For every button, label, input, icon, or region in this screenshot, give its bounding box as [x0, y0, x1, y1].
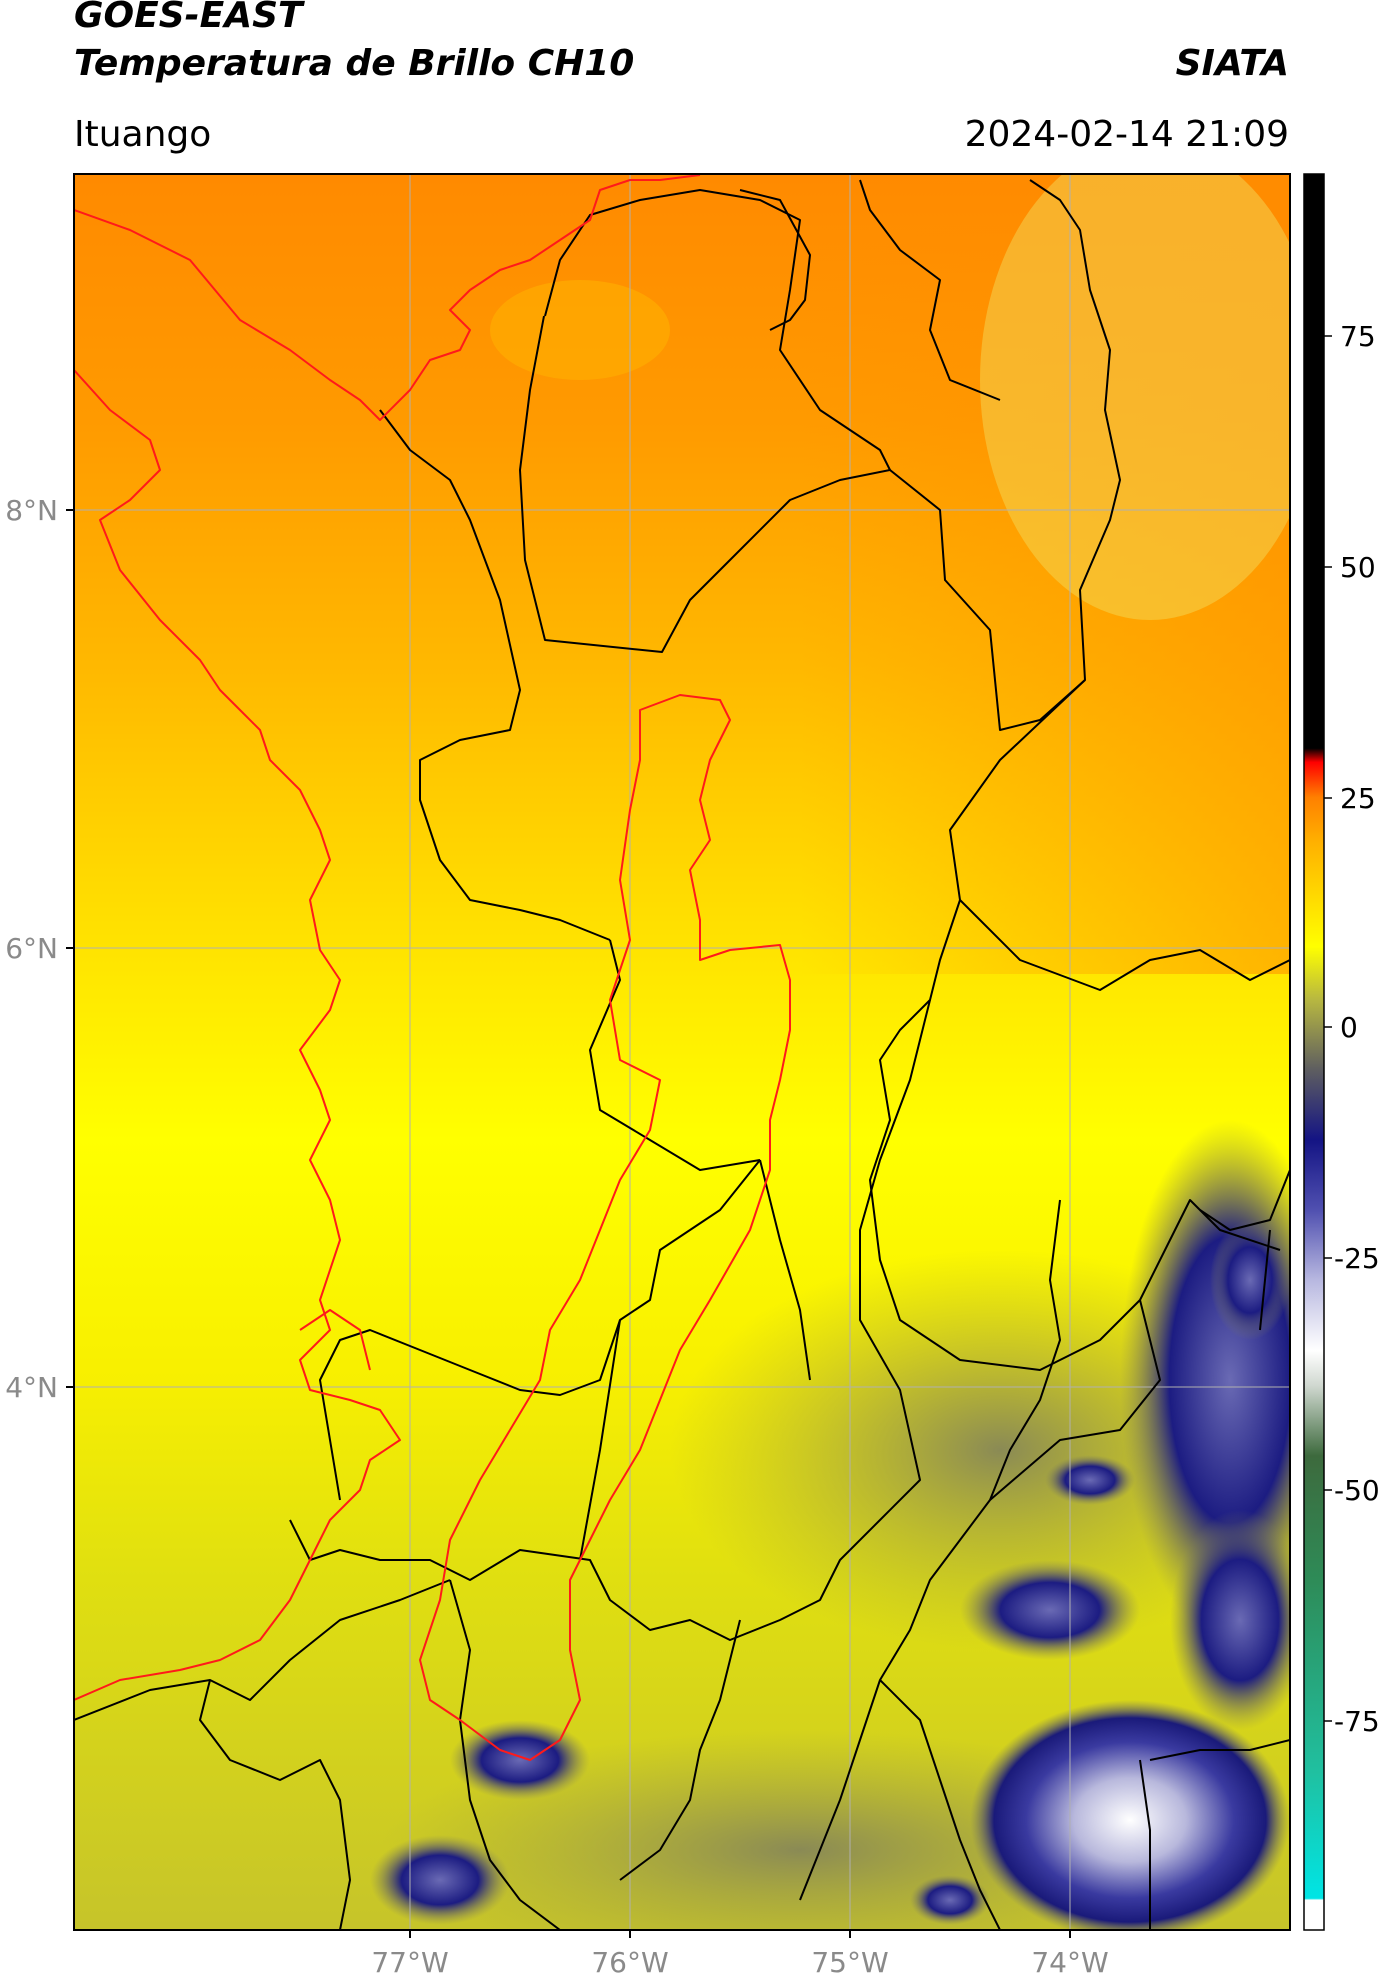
coastline-and-basin: [74, 174, 791, 1761]
lat-label-4n: 4°N: [5, 1371, 58, 1404]
brand-label: SIATA: [1175, 43, 1289, 84]
lon-label-77w: 77°W: [371, 1946, 448, 1979]
department-borders: [74, 179, 1290, 1930]
axis-ticks: [66, 509, 1071, 1938]
lon-label-74w: 74°W: [1031, 1946, 1108, 1979]
colorbar-tick-75: 75: [1340, 320, 1376, 353]
colorbar: 75 50 25 0 -25 -50 -75: [1303, 173, 1380, 1931]
colorbar-tick-50: 50: [1340, 551, 1376, 584]
lat-label-8n: 8°N: [5, 494, 58, 527]
colorbar-tick-25: 25: [1340, 782, 1376, 815]
title-satellite: GOES-EAST: [74, 0, 303, 36]
temperature-field: [74, 174, 1290, 1930]
colorbar-tick-neg75: -75: [1334, 1705, 1380, 1738]
lon-label-76w: 76°W: [591, 1946, 668, 1979]
colorbar-ramp: [1303, 173, 1325, 1931]
colorbar-tick-neg25: -25: [1334, 1242, 1380, 1275]
graticule: [74, 174, 1290, 1930]
lat-label-6n: 6°N: [5, 932, 58, 965]
region-label: Ituango: [74, 114, 212, 155]
title-product: Temperatura de Brillo CH10: [74, 43, 635, 84]
colorbar-tick-neg50: -50: [1334, 1474, 1380, 1507]
longitude-labels: 77°W 76°W 75°W 74°W: [371, 1946, 1108, 1979]
colorbar-tick-0: 0: [1340, 1011, 1358, 1044]
map-frame: [73, 173, 1291, 1931]
datetime-label: 2024-02-14 21:09: [964, 114, 1289, 155]
lon-label-75w: 75°W: [811, 1946, 888, 1979]
latitude-labels: 8°N 6°N 4°N: [5, 494, 58, 1404]
